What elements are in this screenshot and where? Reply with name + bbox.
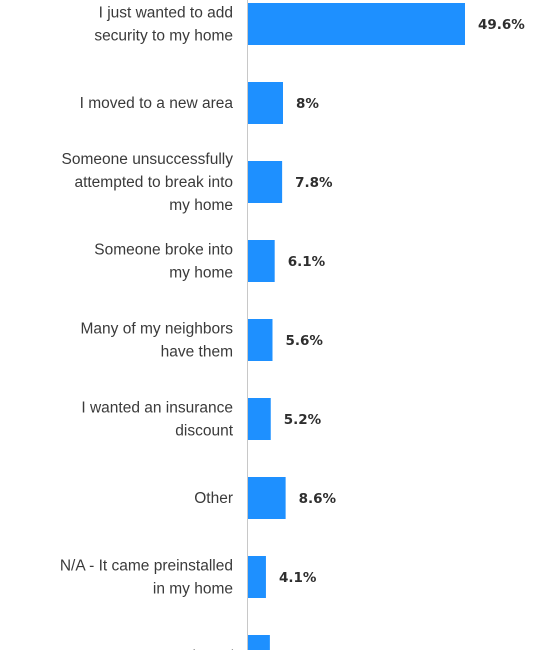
category-label-6-line-2: discount [175, 423, 233, 440]
bar-1 [248, 3, 465, 45]
value-label-7: 8.6% [299, 491, 337, 507]
bar-6 [248, 398, 271, 440]
category-label-3-line-2: attempted to break into [74, 174, 233, 191]
value-label-5: 5.6% [286, 333, 324, 349]
bar-9 [248, 635, 270, 650]
category-label-5-line-2: have them [161, 344, 233, 361]
value-label-1: 49.6% [478, 17, 525, 33]
bar-7 [248, 477, 286, 519]
category-label-5-line-1: Many of my neighbors [81, 321, 234, 338]
bar-4 [248, 240, 275, 282]
category-label-3-line-3: my home [169, 197, 233, 214]
value-label-6: 5.2% [284, 412, 322, 428]
bar-5 [248, 319, 273, 361]
value-label-2: 8% [296, 96, 319, 112]
category-label-8-line-1: N/A - It came preinstalled [60, 558, 233, 575]
category-label-9-line-1: Don’t know/ [152, 648, 234, 650]
category-label-6-line-1: I wanted an insurance [81, 400, 233, 417]
category-label-4-line-2: my home [169, 265, 233, 282]
bar-2 [248, 82, 283, 124]
category-label-7-line-1: Other [194, 490, 233, 507]
bar-3 [248, 161, 283, 203]
category-label-8-line-2: in my home [153, 581, 233, 598]
bar-8 [248, 556, 266, 598]
category-label-2-line-1: I moved to a new area [80, 95, 234, 112]
chart-marks: 49.6% I just wanted to add security to my … [60, 3, 525, 650]
category-label-4-line-1: Someone broke into [94, 242, 233, 259]
category-label-1-line-1: I just wanted to add [99, 5, 233, 22]
value-label-4: 6.1% [288, 254, 326, 270]
category-label-1-line-2: security to my home [94, 28, 233, 45]
category-label-3-line-1: Someone unsuccessfully [62, 151, 234, 168]
value-label-3: 7.8% [295, 175, 333, 191]
value-label-8: 4.1% [279, 570, 317, 586]
